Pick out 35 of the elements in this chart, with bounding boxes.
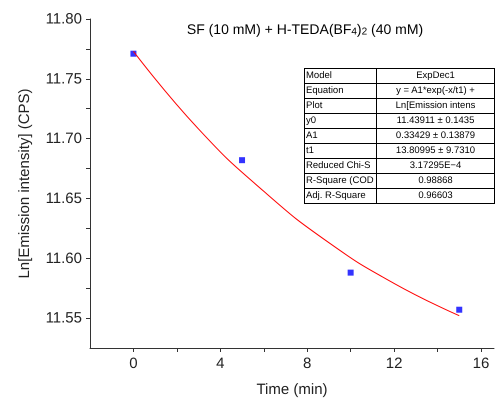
annotation: A1 [304, 128, 376, 144]
point [348, 270, 354, 276]
y-axis-title: Ln[Emission intensity] (CPS) [16, 88, 33, 279]
annotation: Reduced Chi-S [304, 158, 376, 174]
y-tick-label: 11.60 [46, 250, 82, 267]
y-tick-label: 11.65 [46, 190, 82, 207]
annotation: 11.43911 ± 0.1435 [376, 114, 494, 128]
annotation: Ln[Emission intens [376, 98, 494, 114]
annotation: 13.80995 ± 9.7310 [376, 144, 494, 158]
x-tick-label: 0 [129, 355, 138, 372]
annotation: 0.98868 [376, 174, 494, 188]
annotation: Adj. R-Square [304, 188, 376, 204]
x-axis-title: Time (min) [256, 381, 328, 398]
annotation: ExpDec1 [376, 68, 494, 84]
x-tick-label: 16 [472, 355, 490, 372]
annotation: Equation [304, 84, 376, 98]
x-tick-label: 12 [386, 355, 402, 372]
annotation: y = A1*exp(-x/t1) + [376, 84, 494, 98]
annotation: 0.96603 [376, 188, 494, 204]
y-tick-label: 11.70 [46, 130, 82, 148]
point [239, 157, 246, 164]
annotation: 0.33429 ± 0.13879 [376, 128, 494, 144]
annotation: t1 [304, 144, 376, 158]
y-tick-label: 11.55 [46, 310, 82, 327]
y-tick-label: 11.80 [46, 10, 82, 28]
annotation: y0 [304, 114, 376, 128]
point [456, 306, 462, 313]
y-tick-label: 11.75 [46, 70, 82, 88]
annotation: Model [304, 68, 376, 84]
annotation: 3.17295E−4 [376, 158, 494, 174]
x-tick-label: 8 [303, 355, 312, 372]
annotation: Plot [304, 98, 376, 114]
annotation: R-Square (COD [304, 174, 376, 188]
chart-title: SF (10 mM) + H-TEDA(BF4)2 (40 mM) [186, 21, 424, 38]
x-tick-label: 4 [216, 355, 224, 372]
